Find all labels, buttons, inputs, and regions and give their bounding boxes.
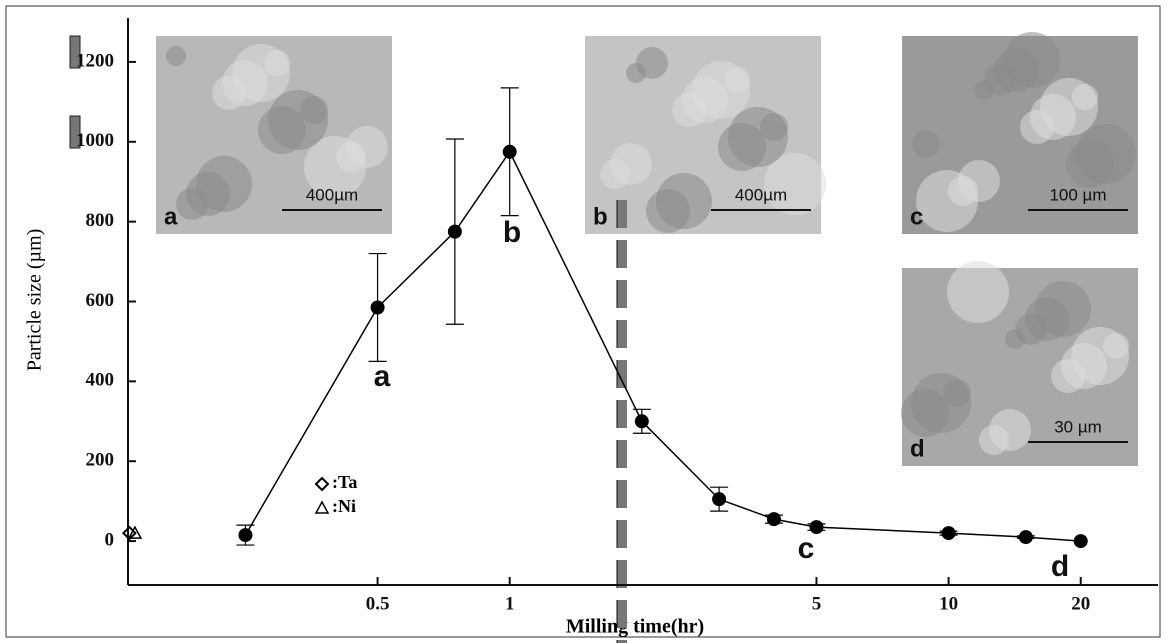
inset-scale: 400µm [735,185,787,204]
y-tick-label: 200 [86,450,115,471]
point [942,526,956,540]
legend-label: :Ni [332,496,356,516]
inset-texture [1076,124,1136,184]
annotation: a [374,360,391,393]
point [1019,530,1033,544]
inset-texture [264,50,290,76]
point [712,492,726,506]
x-tick-label: 10 [939,593,958,614]
inset-texture [300,96,328,124]
x-tick-label: 1 [505,593,515,614]
inset-texture [760,113,788,141]
inset-scale: 400µm [306,185,358,204]
chart: Milling time(hr) Particle size (µm) a 400… [0,0,1166,643]
legend-marker [316,478,328,490]
point [238,528,252,542]
inset-texture [346,126,388,168]
inset-scale: 100 µm [1049,185,1106,204]
legend-label: :Ta [332,472,357,492]
y-tick-label: 400 [86,370,115,391]
inset-texture [724,67,750,93]
inset-texture [636,47,668,79]
x-tick-label: 5 [812,593,822,614]
annotation: b [503,216,521,249]
inset-texture [989,409,1031,451]
inset-texture [912,130,940,158]
inset-label: d [910,435,925,462]
y-tick-label: 600 [86,290,115,311]
inset-texture [656,173,712,229]
inset-texture [1103,333,1129,359]
point [1074,534,1088,548]
point [448,225,462,239]
inset-texture [610,143,652,185]
legend-marker [316,502,328,513]
inset-texture [166,46,186,66]
y-tick-label: 1200 [76,50,114,71]
inset-texture [943,379,971,407]
y-tick-label: 0 [105,529,115,550]
y-axis-label: Particle size (µm) [24,229,46,372]
inset-label: c [910,203,923,230]
y-tick-label: 800 [86,210,115,231]
inset-texture [1004,32,1060,88]
point [503,145,517,159]
annotation: c [798,532,815,565]
annotation: d [1051,550,1069,583]
point [767,512,781,526]
point [371,300,385,314]
inset-texture [1035,281,1091,337]
inset-texture [947,261,1009,323]
inset-texture [196,156,252,212]
inset-label: a [164,203,178,230]
inset-scale: 30 µm [1054,417,1102,436]
x-tick-label: 20 [1071,593,1090,614]
x-axis-label: Milling time(hr) [566,616,704,638]
x-tick-label: 0.5 [366,593,390,614]
inset-texture [1072,84,1098,110]
inset-label: b [593,203,608,230]
y-tick-label: 1000 [76,130,114,151]
point [635,414,649,428]
inset-texture [958,160,1000,202]
